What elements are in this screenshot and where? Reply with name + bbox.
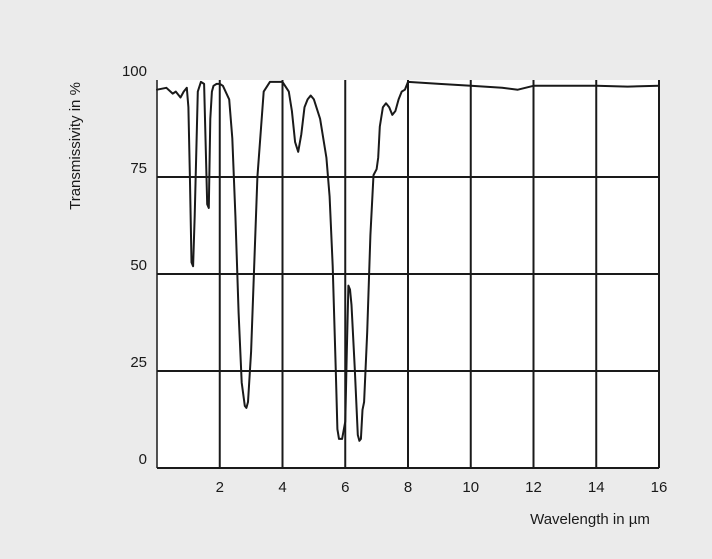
x-tick-label: 6 — [341, 479, 349, 496]
y-tick-label: 50 — [130, 257, 147, 274]
y-tick-label: 75 — [130, 160, 147, 177]
y-tick-label: 25 — [130, 354, 147, 371]
x-tick-label: 2 — [216, 479, 224, 496]
x-tick-label: 12 — [525, 479, 542, 496]
x-tick-label: 8 — [404, 479, 412, 496]
x-tick-label: 14 — [588, 479, 605, 496]
y-axis-label: Transmissivity in % — [67, 82, 84, 210]
transmissivity-line-0 — [156, 80, 660, 442]
x-tick-label: 4 — [278, 479, 286, 496]
x-tick-label: 10 — [462, 479, 479, 496]
x-axis-label: Wavelength in µm — [530, 511, 650, 528]
x-tick-label: 16 — [651, 479, 668, 496]
y-tick-label: 0 — [139, 451, 147, 468]
y-tick-label: 100 — [122, 63, 147, 80]
